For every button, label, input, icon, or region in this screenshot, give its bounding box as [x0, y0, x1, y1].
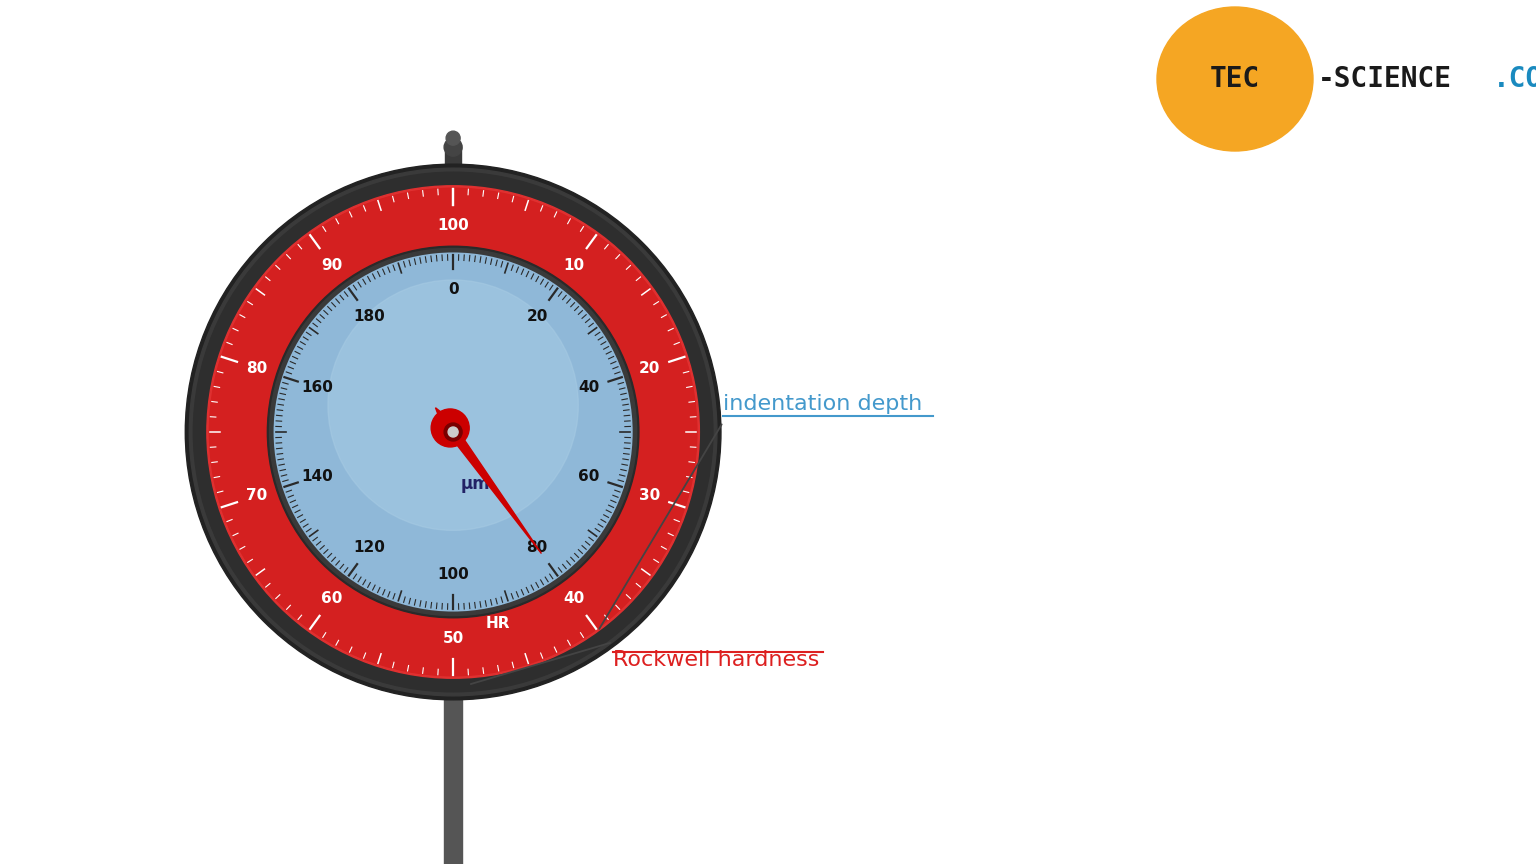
Text: .COM: .COM [1493, 65, 1536, 93]
Text: 60: 60 [578, 468, 599, 484]
Text: 40: 40 [564, 591, 585, 607]
Text: Rockwell hardness: Rockwell hardness [613, 650, 820, 670]
Text: 120: 120 [353, 540, 386, 555]
Text: 40: 40 [579, 380, 599, 396]
Circle shape [209, 188, 697, 676]
Circle shape [207, 186, 699, 678]
Circle shape [194, 172, 713, 692]
Text: 60: 60 [321, 591, 343, 607]
Ellipse shape [1157, 7, 1313, 151]
Text: 0: 0 [449, 282, 458, 296]
Text: HR: HR [485, 616, 510, 631]
Text: indentation depth: indentation depth [723, 394, 923, 414]
Text: 180: 180 [353, 309, 386, 324]
Text: 100: 100 [438, 219, 468, 233]
Text: -SCIENCE: -SCIENCE [1318, 65, 1452, 93]
Circle shape [189, 168, 717, 696]
Circle shape [432, 409, 468, 447]
Polygon shape [436, 408, 459, 437]
Circle shape [444, 423, 462, 441]
Circle shape [275, 253, 631, 611]
Polygon shape [438, 415, 541, 554]
Text: 50: 50 [442, 631, 464, 645]
Text: 90: 90 [321, 257, 343, 273]
Circle shape [327, 280, 579, 530]
Circle shape [449, 427, 458, 437]
Text: 100: 100 [438, 568, 468, 582]
Bar [445, 147, 461, 169]
Text: μm: μm [461, 475, 490, 493]
Text: 20: 20 [527, 309, 548, 324]
Text: 30: 30 [639, 488, 660, 503]
Circle shape [445, 131, 461, 145]
Circle shape [444, 138, 462, 156]
Text: 80: 80 [527, 540, 548, 555]
Circle shape [270, 249, 636, 615]
Text: 70: 70 [246, 488, 267, 503]
Bar [444, 695, 462, 864]
Text: 20: 20 [639, 361, 660, 376]
Text: 140: 140 [301, 468, 333, 484]
Circle shape [267, 246, 639, 618]
Text: 10: 10 [564, 257, 585, 273]
Circle shape [186, 164, 720, 700]
Text: 160: 160 [301, 380, 333, 396]
Text: 80: 80 [246, 361, 267, 376]
Text: TEC: TEC [1210, 65, 1260, 93]
